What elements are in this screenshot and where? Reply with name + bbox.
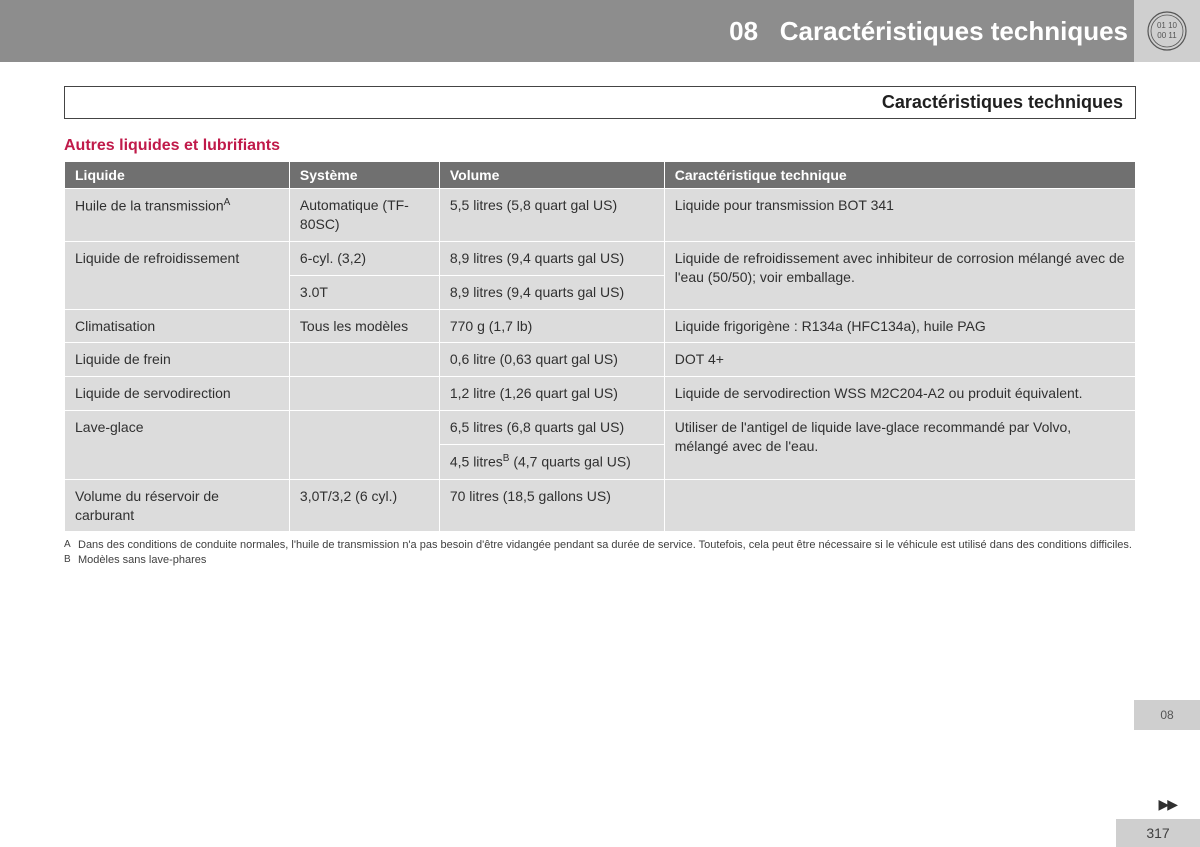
cell-liquide: Liquide de refroidissement [65, 241, 290, 309]
continue-icon: ▶▶ [1158, 796, 1176, 813]
table-row: Volume du réservoir de carburant 3,0T/3,… [65, 479, 1136, 532]
table-row: Lave-glace 6,5 litres (6,8 quarts gal US… [65, 411, 1136, 445]
cell-systeme: Tous les modèles [289, 309, 439, 343]
table-row: Climatisation Tous les modèles 770 g (1,… [65, 309, 1136, 343]
cell-volume: 4,5 litresB (4,7 quarts gal US) [439, 445, 664, 480]
subheader: Caractéristiques techniques [64, 86, 1136, 119]
cell-volume: 0,6 litre (0,63 quart gal US) [439, 343, 664, 377]
cell-liquide: Huile de la transmissionA [65, 189, 290, 242]
cell-systeme: 3,0T/3,2 (6 cyl.) [289, 479, 439, 532]
page-number: 317 [1116, 819, 1200, 847]
cell-systeme: 6-cyl. (3,2) [289, 241, 439, 275]
table-row: Huile de la transmissionA Automatique (T… [65, 189, 1136, 242]
cell-volume: 770 g (1,7 lb) [439, 309, 664, 343]
cell-liquide: Lave-glace [65, 411, 290, 479]
cell-spec: Liquide de refroidissement avec inhibite… [664, 241, 1135, 309]
footnote-mark: B [64, 553, 78, 568]
col-header: Système [289, 162, 439, 189]
svg-text:00 11: 00 11 [1157, 31, 1177, 40]
table-row: Liquide de servodirection 1,2 litre (1,2… [65, 377, 1136, 411]
cell-spec [664, 479, 1135, 532]
chapter-title: 08 Caractéristiques techniques [729, 16, 1128, 47]
cell-spec: Utiliser de l'antigel de liquide lave-gl… [664, 411, 1135, 479]
cell-systeme [289, 377, 439, 411]
cell-spec: Liquide frigorigène : R134a (HFC134a), h… [664, 309, 1135, 343]
cell-text: Huile de la transmission [75, 198, 224, 214]
cell-spec: Liquide pour transmission BOT 341 [664, 189, 1135, 242]
cell-systeme: 3.0T [289, 275, 439, 309]
cell-spec: DOT 4+ [664, 343, 1135, 377]
footnote-mark: A [64, 538, 78, 553]
cell-spec: Liquide de servodirection WSS M2C204-A2 … [664, 377, 1135, 411]
page-body: Caractéristiques techniques Autres liqui… [0, 62, 1200, 568]
col-header: Caractéristique technique [664, 162, 1135, 189]
footnote-text: Modèles sans lave-phares [78, 553, 206, 568]
svg-text:01 10: 01 10 [1157, 21, 1178, 30]
cell-liquide: Liquide de servodirection [65, 377, 290, 411]
cell-volume: 70 litres (18,5 gallons US) [439, 479, 664, 532]
chapter-number: 08 [729, 16, 758, 46]
cell-systeme [289, 343, 439, 377]
superscript: A [224, 197, 231, 208]
cell-volume: 6,5 litres (6,8 quarts gal US) [439, 411, 664, 445]
cell-volume: 8,9 litres (9,4 quarts gal US) [439, 275, 664, 309]
side-tab: 08 [1134, 700, 1200, 730]
footnote: B Modèles sans lave-phares [64, 553, 1136, 568]
cell-volume: 8,9 litres (9,4 quarts gal US) [439, 241, 664, 275]
fluids-table: Liquide Système Volume Caractéristique t… [64, 161, 1136, 532]
cell-liquide: Liquide de frein [65, 343, 290, 377]
cell-liquide: Climatisation [65, 309, 290, 343]
section-title: Autres liquides et lubrifiants [64, 137, 1136, 155]
chapter-title-text: Caractéristiques techniques [780, 16, 1128, 46]
coin-icon: 01 10 00 11 [1146, 10, 1188, 52]
cell-volume: 1,2 litre (1,26 quart gal US) [439, 377, 664, 411]
col-header: Volume [439, 162, 664, 189]
chapter-banner: 08 Caractéristiques techniques [0, 0, 1200, 62]
cell-volume: 5,5 litres (5,8 quart gal US) [439, 189, 664, 242]
table-header-row: Liquide Système Volume Caractéristique t… [65, 162, 1136, 189]
cell-text: (4,7 quarts gal US) [509, 454, 630, 470]
footnotes: A Dans des conditions de conduite normal… [64, 538, 1136, 568]
footnote-text: Dans des conditions de conduite normales… [78, 538, 1132, 553]
footnote: A Dans des conditions de conduite normal… [64, 538, 1136, 553]
table-row: Liquide de frein 0,6 litre (0,63 quart g… [65, 343, 1136, 377]
cell-systeme [289, 411, 439, 479]
cell-liquide: Volume du réservoir de carburant [65, 479, 290, 532]
table-row: Liquide de refroidissement 6-cyl. (3,2) … [65, 241, 1136, 275]
col-header: Liquide [65, 162, 290, 189]
cell-text: 4,5 litres [450, 454, 503, 470]
cell-systeme: Automatique (TF-80SC) [289, 189, 439, 242]
